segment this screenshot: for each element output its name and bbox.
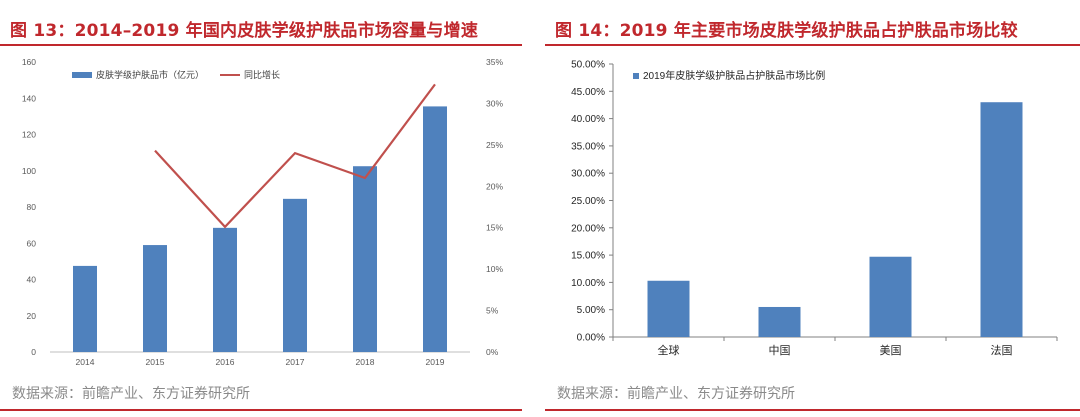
left-chart-panel: 图 13：2014–2019 年国内皮肤学级护肤品市场容量与增速 0 20 40 60… [0, 0, 522, 417]
x-tick-label: 2014 [76, 357, 95, 367]
y-tick-label: 30.00% [571, 169, 605, 180]
bar [73, 265, 97, 352]
y-tick-label: 0.00% [577, 333, 605, 344]
bar [213, 227, 237, 352]
y-tick-label: 60 [27, 238, 37, 248]
y-tick-label: 80 [27, 202, 37, 212]
x-tick-label: 2016 [216, 357, 235, 367]
x-tick-label: 2015 [146, 357, 165, 367]
combo-chart: 0 20 40 60 80 100 120 140 160 0% 5% 10% 15% 20% 25% 30%… [22, 57, 504, 367]
left-title-rule [0, 44, 522, 46]
y2-tick-label: 35% [486, 57, 503, 67]
y-tick-label: 25.00% [571, 196, 605, 207]
right-title-rule [545, 44, 1080, 46]
bar [758, 306, 801, 337]
bar-chart: 0.00% 5.00% 10.00% 15.00% 20.00% 25.00% 30.00%… [571, 60, 1058, 357]
y-tick-label: 120 [22, 130, 36, 140]
right-source-note: 数据来源：前瞻产业、东方证券研究所 [557, 386, 795, 402]
legend-label-line: 同比增长 [244, 69, 280, 80]
y2-tick-label: 5% [486, 306, 499, 316]
bar [143, 245, 167, 352]
y-tick-label: 45.00% [571, 87, 605, 98]
y-tick-label: 40.00% [571, 114, 605, 125]
y-tick-label: 20.00% [571, 223, 605, 234]
left-bottom-rule [0, 409, 522, 411]
y2-tick-label: 20% [486, 181, 503, 191]
left-chart-title: 图 13：2014–2019 年国内皮肤学级护肤品市场容量与增速 [10, 21, 479, 41]
bar [869, 256, 912, 337]
y2-tick-label: 0% [486, 347, 499, 357]
bar [283, 198, 307, 352]
x-tick-label: 美国 [880, 344, 902, 357]
x-tick-label: 中国 [769, 344, 791, 357]
y-tick-label: 15.00% [571, 251, 605, 262]
legend-label-bar: 皮肤学级护肤品市（亿元） [96, 69, 204, 80]
y-tick-label: 160 [22, 57, 36, 67]
right-chart-title: 图 14：2019 年主要市场皮肤学级护肤品占护肤品市场比较 [555, 21, 1018, 41]
x-tick-label: 2018 [356, 357, 375, 367]
y-tick-label: 10.00% [571, 278, 605, 289]
bar [423, 106, 447, 352]
legend-swatch [633, 73, 639, 79]
y-tick-label: 100 [22, 166, 36, 176]
legend-swatch-bar [72, 72, 92, 78]
left-source-note: 数据来源：前瞻产业、东方证券研究所 [12, 386, 250, 402]
y-tick-label: 50.00% [571, 60, 605, 71]
y2-tick-label: 25% [486, 140, 503, 150]
right-chart-panel: 图 14：2019 年主要市场皮肤学级护肤品占护肤品市场比较 0.00% 5.00… [545, 0, 1080, 417]
x-tick-label: 法国 [991, 343, 1013, 357]
x-tick-label: 全球 [658, 343, 680, 357]
bar [647, 280, 690, 337]
right-bottom-rule [545, 409, 1080, 411]
legend-label: 2019年皮肤学级护肤品占护肤品市场比例 [643, 69, 825, 82]
x-tick-label: 2019 [426, 357, 445, 367]
y-tick-label: 20 [27, 311, 37, 321]
y2-tick-label: 15% [486, 223, 503, 233]
y-tick-label: 140 [22, 93, 36, 103]
y2-tick-label: 10% [486, 264, 503, 274]
y-tick-label: 0 [31, 347, 36, 357]
growth-line [154, 83, 436, 229]
y2-tick-label: 30% [486, 98, 503, 108]
x-tick-label: 2017 [286, 357, 305, 367]
y-tick-label: 40 [27, 275, 37, 285]
bar [353, 166, 377, 352]
y-tick-label: 5.00% [577, 305, 605, 316]
bar [980, 102, 1023, 337]
y-tick-label: 35.00% [571, 141, 605, 152]
